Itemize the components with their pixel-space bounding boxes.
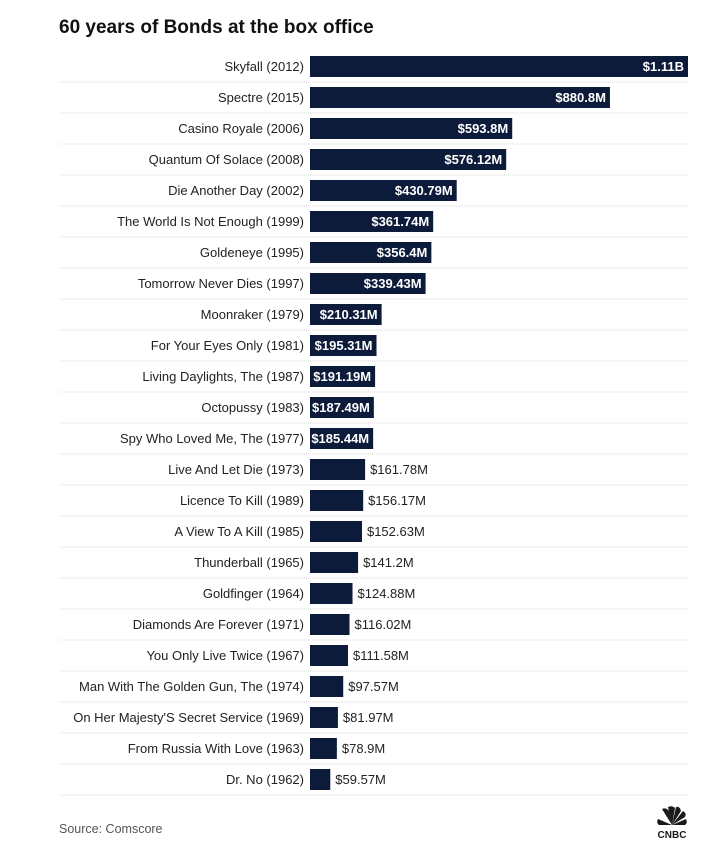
value-label: $195.31M <box>315 338 373 353</box>
bar <box>310 304 382 325</box>
value-label: $185.44M <box>311 431 369 446</box>
category-label: Octopussy (1983) <box>201 400 304 415</box>
category-label: Moonraker (1979) <box>201 307 304 322</box>
cnbc-logo: CNBC <box>652 805 692 846</box>
bar <box>310 366 376 387</box>
category-label: Thunderball (1965) <box>194 555 304 570</box>
category-label: Goldeneye (1995) <box>200 245 304 260</box>
category-label: Dr. No (1962) <box>226 772 304 787</box>
category-label: Skyfall (2012) <box>225 59 304 74</box>
category-label: Tomorrow Never Dies (1997) <box>138 276 304 291</box>
category-label: From Russia With Love (1963) <box>128 741 304 756</box>
bar <box>310 459 366 480</box>
value-label: $161.78M <box>370 462 428 477</box>
value-label: $210.31M <box>320 307 378 322</box>
category-label: You Only Live Twice (1967) <box>146 648 304 663</box>
category-label: Casino Royale (2006) <box>178 121 304 136</box>
bar <box>310 397 374 418</box>
value-label: $430.79M <box>395 183 453 198</box>
bar <box>310 149 507 170</box>
value-label: $593.8M <box>458 121 509 136</box>
value-label: $356.4M <box>377 245 428 260</box>
bar <box>310 242 432 263</box>
bar <box>310 211 434 232</box>
bar <box>310 180 457 201</box>
value-label: $141.2M <box>363 555 414 570</box>
value-label: $116.02M <box>355 617 412 632</box>
bar <box>310 273 426 294</box>
logo-text: CNBC <box>658 830 687 841</box>
bar <box>310 428 374 449</box>
category-label: The World Is Not Enough (1999) <box>117 214 304 229</box>
category-label: Diamonds Are Forever (1971) <box>133 617 304 632</box>
value-label: $97.57M <box>348 679 399 694</box>
chart-title: 60 years of Bonds at the box office <box>59 17 374 38</box>
value-label: $187.49M <box>312 400 370 415</box>
value-label: $156.17M <box>368 493 426 508</box>
category-label: Man With The Golden Gun, The (1974) <box>79 679 304 694</box>
value-label: $124.88M <box>358 586 416 601</box>
bar <box>310 87 610 108</box>
value-label: $191.19M <box>313 369 371 384</box>
value-label: $152.63M <box>367 524 425 539</box>
bar <box>310 738 337 759</box>
bar <box>310 552 359 573</box>
bar <box>310 521 362 542</box>
value-label: $576.12M <box>444 152 502 167</box>
category-label: For Your Eyes Only (1981) <box>151 338 304 353</box>
category-label: Living Daylights, The (1987) <box>142 369 304 384</box>
source-note: Source: Comscore <box>59 822 163 836</box>
category-label: A View To A Kill (1985) <box>174 524 304 539</box>
category-label: On Her Majesty'S Secret Service (1969) <box>73 710 304 725</box>
value-label: $361.74M <box>371 214 429 229</box>
value-label: $59.57M <box>335 772 386 787</box>
value-label: $339.43M <box>364 276 422 291</box>
bar <box>310 614 350 635</box>
value-label: $880.8M <box>555 90 606 105</box>
bar <box>310 118 513 139</box>
bar-chart: Skyfall (2012) $1.11B Spectre (2015) $880.8… <box>60 56 688 796</box>
category-label: Goldfinger (1964) <box>203 586 304 601</box>
category-label: Die Another Day (2002) <box>168 183 304 198</box>
bar <box>310 645 348 666</box>
bar <box>310 56 688 77</box>
category-label: Spy Who Loved Me, The (1977) <box>120 431 304 446</box>
value-label: $111.58M <box>353 648 409 663</box>
value-label: $81.97M <box>343 710 394 725</box>
value-label: $1.11B <box>643 59 684 74</box>
bar <box>310 769 331 790</box>
category-label: Quantum Of Solace (2008) <box>149 152 304 167</box>
value-label: $78.9M <box>342 741 385 756</box>
category-label: Spectre (2015) <box>218 90 304 105</box>
bar <box>310 676 344 697</box>
category-label: Licence To Kill (1989) <box>180 493 304 508</box>
peacock-icon: CNBC <box>657 806 687 841</box>
bar <box>310 583 353 604</box>
bar <box>310 490 364 511</box>
bar <box>310 707 338 728</box>
category-label: Live And Let Die (1973) <box>168 462 304 477</box>
bar <box>310 335 377 356</box>
